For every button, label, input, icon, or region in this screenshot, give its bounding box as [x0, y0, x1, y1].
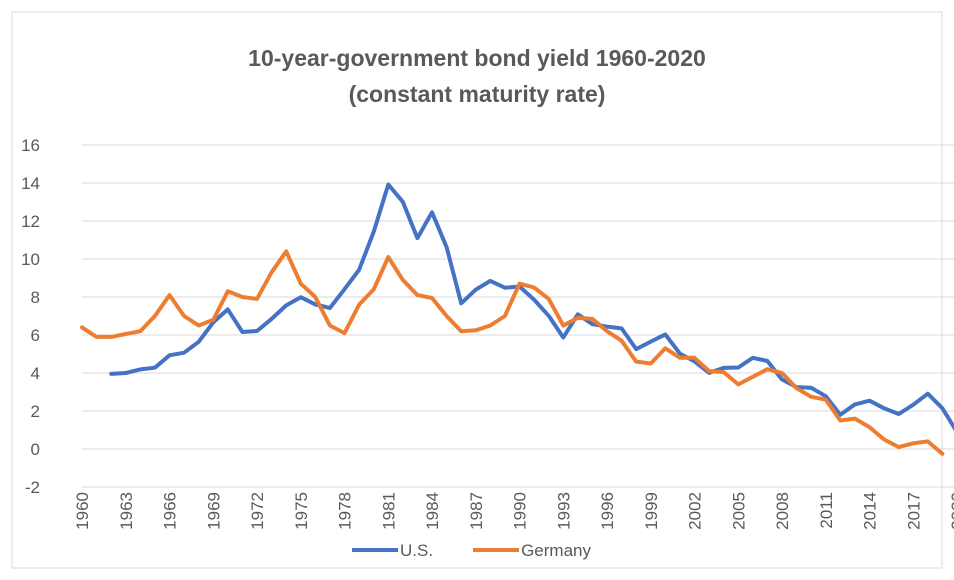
chart-subtitle: (constant maturity rate) [349, 81, 606, 107]
series-line [109, 182, 954, 432]
y-tick-label: 8 [31, 288, 40, 307]
x-tick-label: 2014 [861, 492, 880, 530]
x-tick-label: 2020 [948, 492, 954, 530]
x-tick-label: 1969 [204, 492, 223, 530]
legend-label: U.S. [400, 541, 433, 560]
x-tick-label: 1972 [248, 492, 267, 530]
y-tick-label: 10 [21, 250, 40, 269]
x-tick-label: 1993 [554, 492, 573, 530]
y-tick-label: 12 [21, 212, 40, 231]
x-tick-label: 1960 [73, 492, 92, 530]
x-tick-label: 1975 [292, 492, 311, 530]
y-tick-label: 6 [31, 326, 40, 345]
x-tick-label: 1996 [598, 492, 617, 530]
x-tick-label: 2005 [729, 492, 748, 530]
y-tick-label: 14 [21, 174, 40, 193]
x-tick-label: 1966 [161, 492, 180, 530]
x-tick-label: 2002 [686, 492, 705, 530]
x-tick-label: 2008 [773, 492, 792, 530]
y-tick-label: 16 [21, 136, 40, 155]
x-tick-label: 1981 [379, 492, 398, 530]
y-tick-label: -2 [25, 478, 40, 497]
x-tick-label: 1963 [117, 492, 136, 530]
x-tick-label: 1987 [467, 492, 486, 530]
y-tick-label: 4 [31, 364, 40, 383]
series-line [80, 249, 945, 456]
x-tick-label: 1990 [511, 492, 530, 530]
y-tick-label: 0 [31, 440, 40, 459]
chart-title: 10-year-government bond yield 1960-2020 [248, 45, 706, 71]
x-tick-label: 1999 [642, 492, 661, 530]
x-tick-label: 2011 [817, 492, 836, 529]
x-tick-label: 2017 [904, 492, 923, 530]
y-tick-label: 2 [31, 402, 40, 421]
x-tick-label: 1978 [336, 492, 355, 530]
legend-label: Germany [521, 541, 591, 560]
x-tick-label: 1984 [423, 492, 442, 530]
